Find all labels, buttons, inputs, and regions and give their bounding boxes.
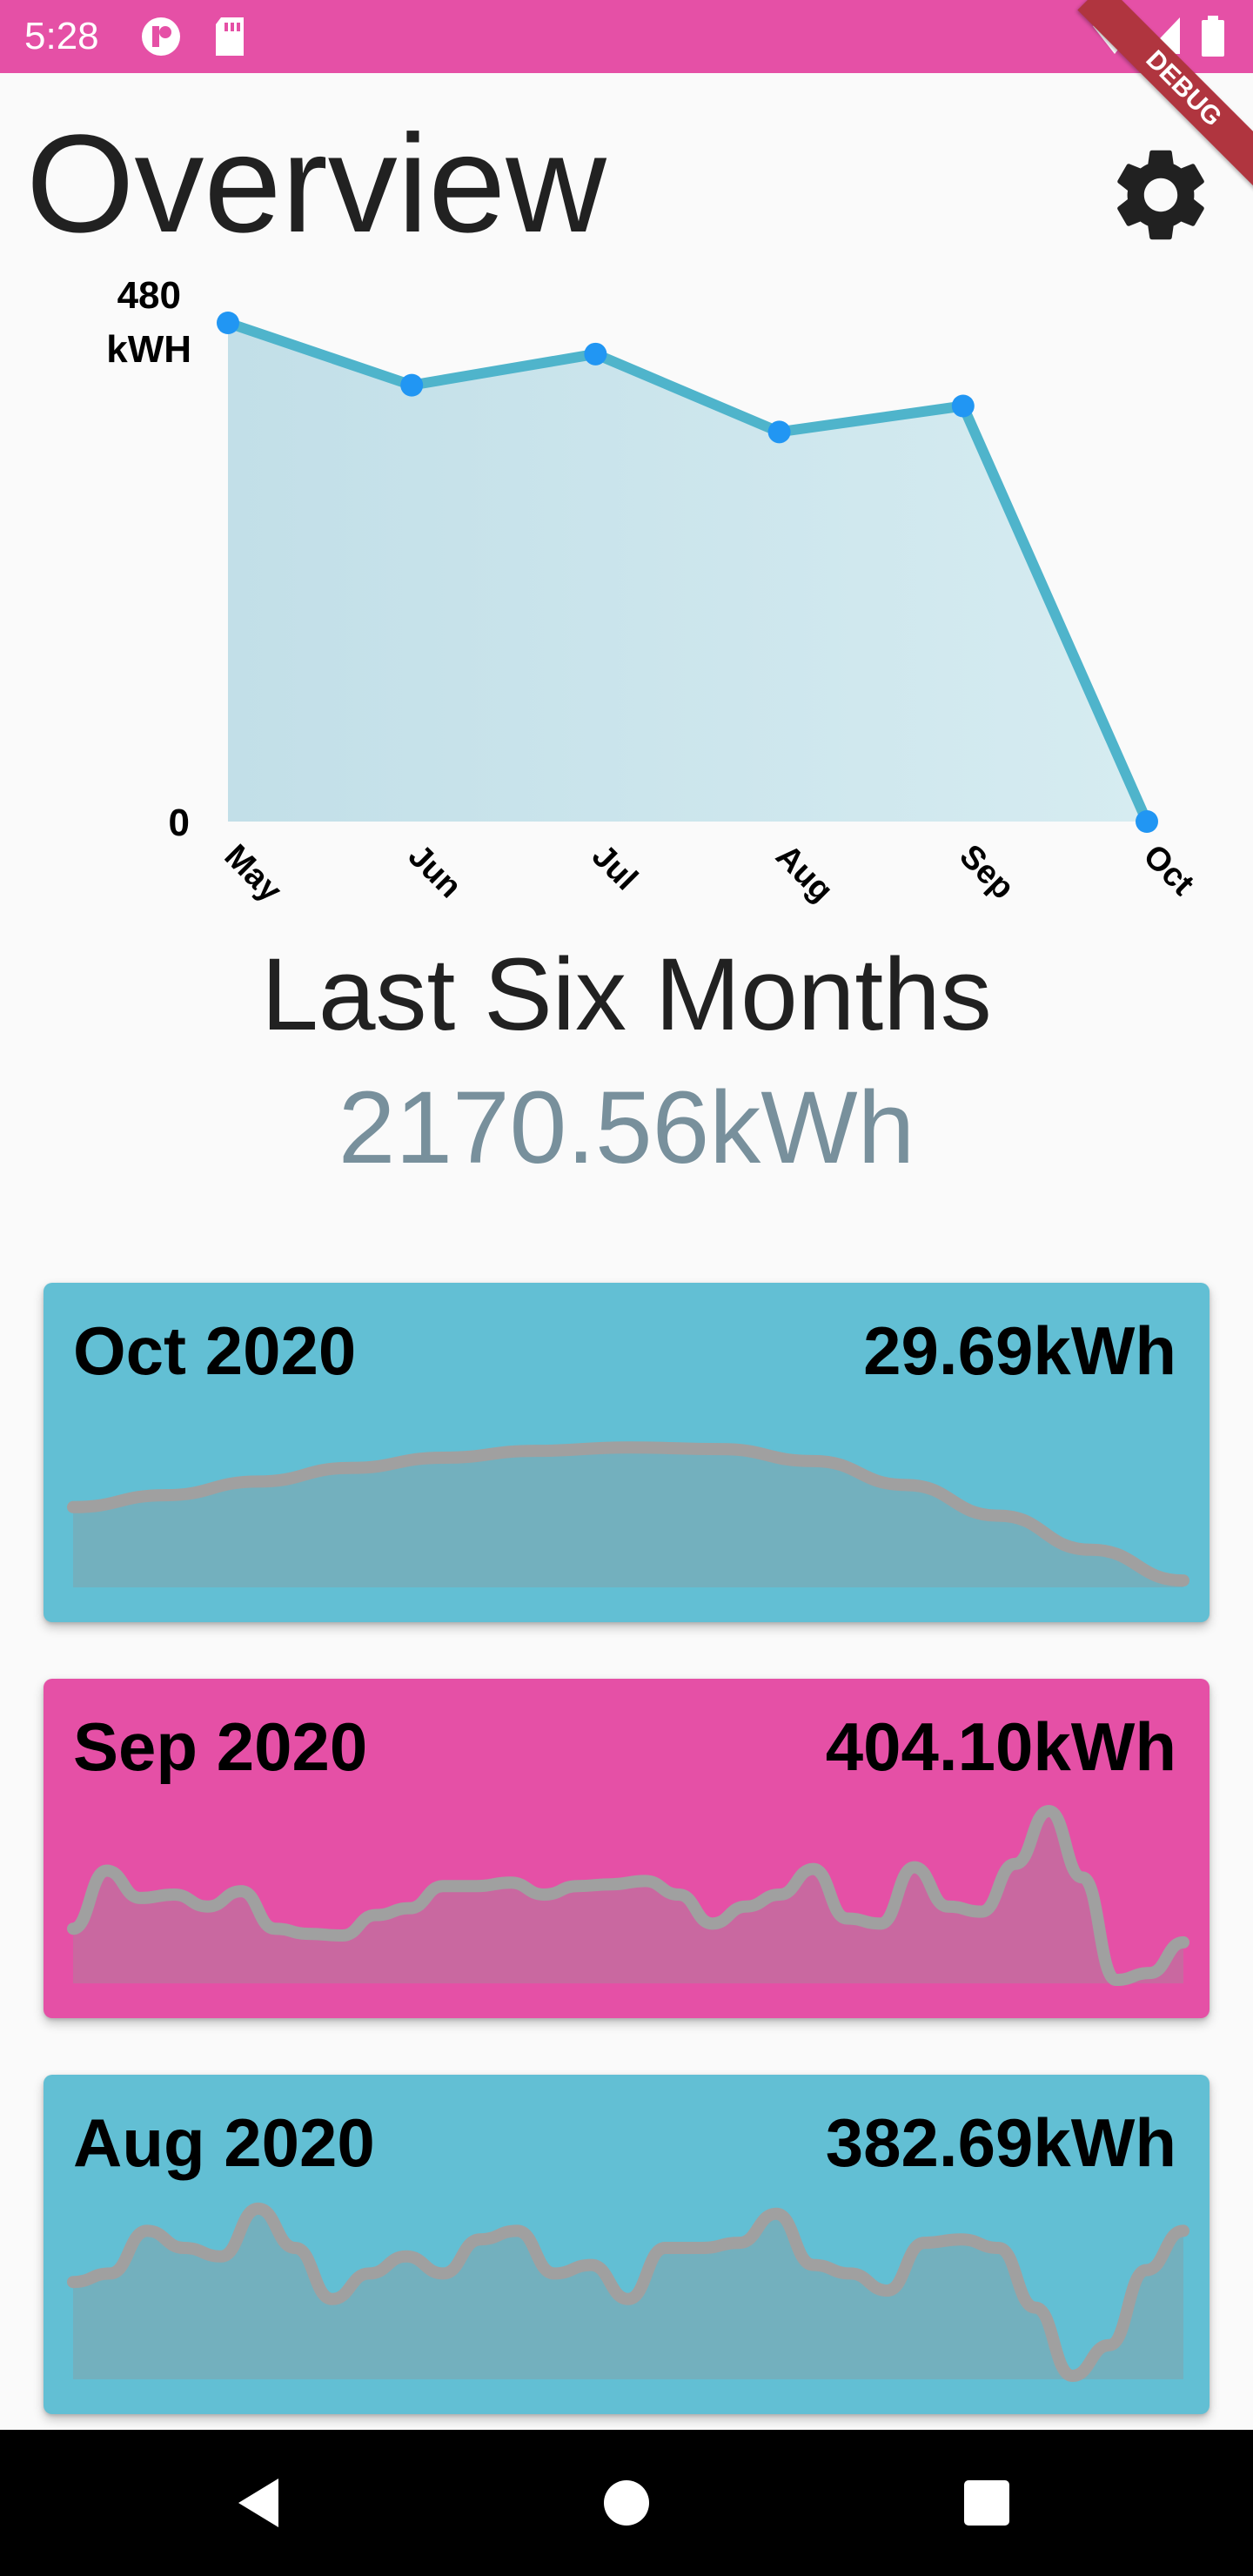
chart-line-segment [406, 348, 601, 391]
card-month-label: Sep 2020 [73, 1708, 368, 1785]
navigation-bar [0, 2430, 1253, 2576]
summary-title: Last Six Months [261, 937, 992, 1052]
y-axis-unit-label: kWH [106, 328, 191, 371]
month-card-sep-2020[interactable]: Sep 2020 404.10kWh [44, 1679, 1209, 2018]
battery-icon [1202, 16, 1224, 57]
x-axis-tick-label: Jun [401, 838, 468, 905]
y-axis-max-label: 480 [117, 274, 181, 317]
card-month-label: Aug 2020 [73, 2104, 375, 2181]
chart-point-may [217, 312, 239, 334]
card-month-total: 404.10kWh [825, 1708, 1176, 1785]
home-circle-icon[interactable] [592, 2468, 661, 2538]
month-sparkline [67, 1804, 1189, 1986]
chart-point-oct [1136, 810, 1158, 833]
x-axis-tick-label: Jul [585, 838, 645, 898]
month-sparkline [67, 1441, 1189, 1587]
settings-button[interactable] [1098, 132, 1223, 258]
chart-line-segment [590, 348, 785, 438]
month-sparkline [67, 2202, 1189, 2382]
chart-point-jun [400, 373, 424, 397]
chart-line-segment [774, 400, 968, 438]
card-month-total: 29.69kWh [863, 1312, 1176, 1389]
sparkline-line [67, 1804, 1189, 1986]
sparkline-fill [73, 1810, 1183, 1983]
x-axis-tick-label: May [218, 838, 289, 909]
gear-icon [1117, 150, 1204, 240]
card-month-label: Oct 2020 [73, 1312, 357, 1389]
y-axis-min-label: 0 [169, 802, 190, 844]
sparkline-fill [73, 1447, 1183, 1587]
recents-square-icon[interactable] [952, 2468, 1022, 2538]
back-triangle-icon[interactable] [226, 2468, 296, 2538]
overview-chart: 480 kWH 0 May Jun Jul Aug Sep Oct [106, 274, 1202, 909]
sparkline-line [67, 1441, 1189, 1587]
chart-point-aug [767, 420, 791, 444]
month-card-oct-2020[interactable]: Oct 2020 29.69kWh [44, 1283, 1209, 1622]
page-title: Overview [26, 105, 606, 261]
x-axis-tick-label: Oct [1136, 838, 1202, 903]
chart-point-sep [951, 394, 975, 418]
x-axis-tick-label: Aug [768, 838, 840, 909]
chart-line-segment [223, 318, 418, 391]
month-card-aug-2020[interactable]: Aug 2020 382.69kWh [44, 2075, 1209, 2414]
chart-point-jul [584, 342, 607, 366]
summary-total: 2170.56kWh [338, 1070, 915, 1185]
sparkline-line [67, 2202, 1189, 2382]
sd-card-icon [216, 17, 244, 56]
status-bar: 5:28 [0, 0, 1253, 73]
card-month-total: 382.69kWh [825, 2104, 1176, 2181]
status-time: 5:28 [24, 15, 99, 57]
x-axis-tick-label: Sep [952, 838, 1021, 907]
app-notification-icon [142, 17, 180, 56]
sparkline-fill [73, 2208, 1183, 2379]
chart-line-segment [957, 400, 1152, 827]
chart-area-fill [228, 323, 1147, 822]
